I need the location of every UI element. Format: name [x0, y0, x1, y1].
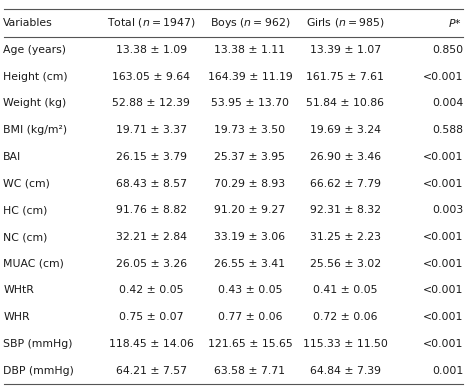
Text: BMI (kg/m²): BMI (kg/m²): [3, 125, 67, 135]
Text: <0.001: <0.001: [423, 259, 464, 269]
Text: <0.001: <0.001: [423, 312, 464, 322]
Text: 0.42 ± 0.05: 0.42 ± 0.05: [119, 285, 183, 296]
Text: 0.75 ± 0.07: 0.75 ± 0.07: [119, 312, 183, 322]
Text: <0.001: <0.001: [423, 232, 464, 242]
Text: Boys ($n$ = 962): Boys ($n$ = 962): [210, 16, 290, 30]
Text: 66.62 ± 7.79: 66.62 ± 7.79: [310, 179, 381, 189]
Text: MUAC (cm): MUAC (cm): [3, 259, 64, 269]
Text: 13.38 ± 1.11: 13.38 ± 1.11: [214, 45, 286, 55]
Text: 64.84 ± 7.39: 64.84 ± 7.39: [310, 365, 381, 376]
Text: SBP (mmHg): SBP (mmHg): [3, 339, 73, 349]
Text: 19.73 ± 3.50: 19.73 ± 3.50: [214, 125, 286, 135]
Text: 19.71 ± 3.37: 19.71 ± 3.37: [116, 125, 186, 135]
Text: 19.69 ± 3.24: 19.69 ± 3.24: [310, 125, 381, 135]
Text: 26.05 ± 3.26: 26.05 ± 3.26: [116, 259, 186, 269]
Text: Weight (kg): Weight (kg): [3, 98, 66, 108]
Text: 13.39 ± 1.07: 13.39 ± 1.07: [310, 45, 381, 55]
Text: 25.56 ± 3.02: 25.56 ± 3.02: [310, 259, 381, 269]
Text: Height (cm): Height (cm): [3, 72, 68, 82]
Text: <0.001: <0.001: [423, 285, 464, 296]
Text: 31.25 ± 2.23: 31.25 ± 2.23: [310, 232, 381, 242]
Text: <0.001: <0.001: [423, 179, 464, 189]
Text: 52.88 ± 12.39: 52.88 ± 12.39: [112, 98, 190, 108]
Text: 115.33 ± 11.50: 115.33 ± 11.50: [303, 339, 388, 349]
Text: 26.15 ± 3.79: 26.15 ± 3.79: [116, 152, 186, 162]
Text: WC (cm): WC (cm): [3, 179, 50, 189]
Text: 118.45 ± 14.06: 118.45 ± 14.06: [109, 339, 193, 349]
Text: 64.21 ± 7.57: 64.21 ± 7.57: [116, 365, 186, 376]
Text: 0.43 ± 0.05: 0.43 ± 0.05: [218, 285, 282, 296]
Text: 68.43 ± 8.57: 68.43 ± 8.57: [116, 179, 186, 189]
Text: 0.003: 0.003: [432, 205, 464, 215]
Text: 53.95 ± 13.70: 53.95 ± 13.70: [211, 98, 289, 108]
Text: <0.001: <0.001: [423, 152, 464, 162]
Text: 33.19 ± 3.06: 33.19 ± 3.06: [214, 232, 286, 242]
Text: 121.65 ± 15.65: 121.65 ± 15.65: [207, 339, 292, 349]
Text: BAI: BAI: [3, 152, 21, 162]
Text: 32.21 ± 2.84: 32.21 ± 2.84: [116, 232, 186, 242]
Text: 26.55 ± 3.41: 26.55 ± 3.41: [214, 259, 286, 269]
Text: 0.77 ± 0.06: 0.77 ± 0.06: [218, 312, 282, 322]
Text: 70.29 ± 8.93: 70.29 ± 8.93: [214, 179, 286, 189]
Text: 0.850: 0.850: [432, 45, 464, 55]
Text: 161.75 ± 7.61: 161.75 ± 7.61: [306, 72, 384, 82]
Text: 91.76 ± 8.82: 91.76 ± 8.82: [116, 205, 186, 215]
Text: <0.001: <0.001: [423, 339, 464, 349]
Text: 0.004: 0.004: [432, 98, 464, 108]
Text: Age (years): Age (years): [3, 45, 66, 55]
Text: Girls ($n$ = 985): Girls ($n$ = 985): [306, 16, 385, 29]
Text: 0.001: 0.001: [432, 365, 464, 376]
Text: 0.72 ± 0.06: 0.72 ± 0.06: [313, 312, 378, 322]
Text: 13.38 ± 1.09: 13.38 ± 1.09: [116, 45, 186, 55]
Text: 91.20 ± 9.27: 91.20 ± 9.27: [214, 205, 286, 215]
Text: NC (cm): NC (cm): [3, 232, 47, 242]
Text: 164.39 ± 11.19: 164.39 ± 11.19: [207, 72, 292, 82]
Text: 63.58 ± 7.71: 63.58 ± 7.71: [214, 365, 286, 376]
Text: DBP (mmHg): DBP (mmHg): [3, 365, 74, 376]
Text: WHtR: WHtR: [3, 285, 34, 296]
Text: <0.001: <0.001: [423, 72, 464, 82]
Text: 25.37 ± 3.95: 25.37 ± 3.95: [214, 152, 286, 162]
Text: $P$*: $P$*: [448, 17, 461, 28]
Text: 92.31 ± 8.32: 92.31 ± 8.32: [310, 205, 381, 215]
Text: 163.05 ± 9.64: 163.05 ± 9.64: [112, 72, 190, 82]
Text: 51.84 ± 10.86: 51.84 ± 10.86: [306, 98, 384, 108]
Text: WHR: WHR: [3, 312, 30, 322]
Text: Variables: Variables: [3, 18, 53, 28]
Text: Total ($n$ = 1947): Total ($n$ = 1947): [107, 16, 195, 29]
Text: 0.41 ± 0.05: 0.41 ± 0.05: [313, 285, 378, 296]
Text: 26.90 ± 3.46: 26.90 ± 3.46: [310, 152, 381, 162]
Text: HC (cm): HC (cm): [3, 205, 47, 215]
Text: 0.588: 0.588: [432, 125, 464, 135]
